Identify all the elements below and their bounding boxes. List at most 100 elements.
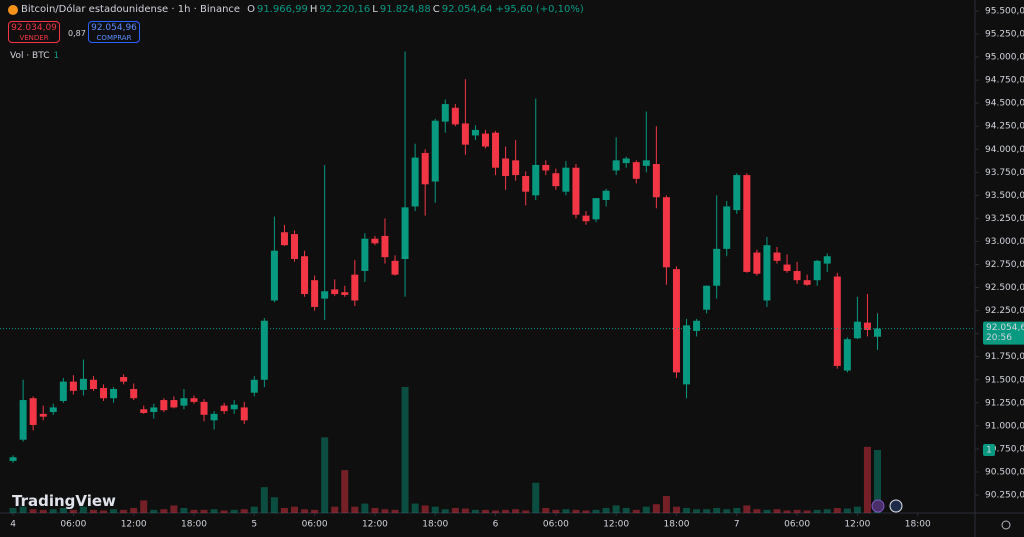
candle-body (562, 167, 570, 192)
volume-bar (632, 509, 640, 513)
sell-button[interactable]: 92.034,09 VENDER (8, 21, 60, 43)
candle-body (522, 176, 530, 192)
x-tick-label: 12:00 (121, 520, 147, 530)
volume-bar (331, 506, 339, 513)
volume-bar (431, 506, 439, 513)
volume-bar (371, 507, 379, 513)
candle-body (170, 400, 178, 408)
candle-body (341, 292, 349, 295)
volume-bar (250, 506, 258, 513)
coin-icon (8, 4, 18, 15)
y-tick-label: 92.750,00 (985, 260, 1024, 270)
volume-bar (542, 507, 550, 513)
candle-body (49, 407, 57, 413)
candle-body (803, 280, 811, 285)
candle-body (853, 321, 861, 339)
candle-body (311, 280, 319, 307)
candle-body (291, 234, 299, 259)
volume-badge (983, 443, 995, 456)
volume-bar (180, 507, 188, 513)
volume-bar (703, 509, 711, 513)
x-tick-label: 06:00 (302, 520, 328, 530)
volume-bar (110, 509, 118, 513)
candle-body (230, 404, 238, 410)
candle-body (652, 164, 660, 198)
volume-bar (753, 509, 761, 513)
candle-body (361, 238, 369, 271)
volume-bar (351, 506, 359, 513)
y-tick-label: 94.500,00 (985, 99, 1024, 109)
volume-bar (502, 509, 510, 513)
volume-bar (69, 509, 77, 513)
volume-bar (713, 507, 721, 513)
volume-value: 1 (53, 51, 60, 61)
ohlc: O 91.966,99 H 92.220,16 L 91.824,88 C 92.054,64 (247, 4, 493, 15)
volume-bar (823, 509, 831, 513)
candle-body (130, 388, 138, 399)
candle-body (672, 269, 680, 373)
buy-price: 92.054,96 (91, 23, 137, 33)
candle-body (59, 381, 67, 401)
y-tick-label: 90.750,00 (985, 444, 1024, 454)
candle-body (180, 398, 188, 406)
volume-bar (361, 503, 369, 513)
candle-body (572, 167, 580, 215)
volume-bar (59, 507, 67, 513)
candle-body (190, 398, 198, 402)
volume-bar (532, 482, 540, 513)
y-tick-label: 94.750,00 (985, 76, 1024, 86)
volume-bar (723, 509, 731, 513)
ohlc-key: O (247, 4, 255, 15)
volume-bar (683, 507, 691, 513)
candle-body (69, 381, 77, 391)
volume-bar (230, 509, 238, 513)
volume-bar (592, 509, 600, 513)
ohlc-value: 91.966,99 (256, 4, 308, 15)
y-tick-label: 92.500,00 (985, 283, 1024, 293)
candle-body (280, 232, 288, 246)
volume-bar (89, 509, 97, 513)
volume-bar (642, 506, 650, 513)
candle-body (89, 379, 97, 389)
y-tick-label: 90.500,00 (985, 467, 1024, 477)
volume-name: Vol · BTC (10, 51, 50, 61)
y-tick-label: 92.250,00 (985, 306, 1024, 316)
buy-button[interactable]: 92.054,96 COMPRAR (88, 21, 140, 43)
candle-body (381, 235, 389, 258)
x-tick-label: 12:00 (362, 520, 388, 530)
volume-bar (662, 495, 670, 513)
candle-body (19, 400, 27, 440)
volume-bar (813, 509, 821, 513)
volume-bar (321, 437, 329, 513)
candle-body (461, 123, 469, 145)
candle-body (250, 379, 258, 393)
candle-body (632, 162, 640, 179)
volume-bar (140, 500, 148, 513)
volume-bar (160, 509, 168, 513)
candle-body (753, 252, 761, 274)
y-tick-label: 94.250,00 (985, 122, 1024, 132)
y-tick-label: 90.250,00 (985, 491, 1024, 501)
x-tick-label: 4 (10, 520, 16, 530)
candle-body (451, 107, 459, 125)
settings-icon (1001, 520, 1011, 530)
ohlc-key: C (432, 4, 440, 15)
candle-body (863, 322, 871, 330)
volume-badge-label: 1 (986, 445, 992, 455)
candle-body (481, 133, 489, 147)
sell-label: VENDER (19, 34, 49, 42)
volume-bar (200, 509, 208, 513)
spread: 0,87 (68, 29, 86, 38)
candle-body (502, 158, 510, 177)
volume-bar (733, 507, 741, 513)
volume-bar (19, 506, 27, 513)
event-icon (889, 499, 903, 513)
y-tick-label: 91.750,00 (985, 352, 1024, 362)
candle-body (160, 400, 168, 411)
candle-body (321, 291, 329, 299)
volume-bar (622, 507, 630, 513)
candle-body (542, 164, 550, 171)
candle-body (120, 377, 128, 382)
last-price-badge (983, 321, 1024, 345)
volume-bar (150, 509, 158, 513)
